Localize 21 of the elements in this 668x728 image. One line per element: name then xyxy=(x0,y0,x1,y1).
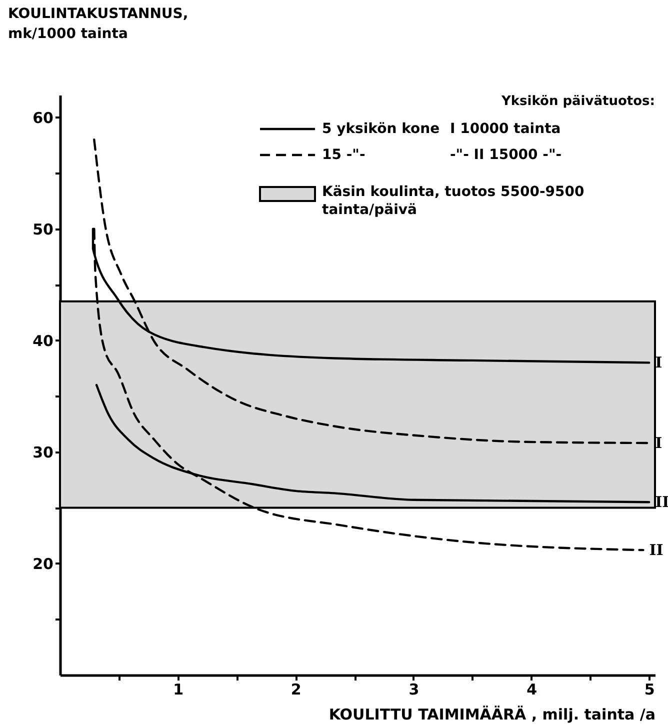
x-tick-label: 1 xyxy=(173,680,184,698)
x-tick-label: 5 xyxy=(644,680,655,698)
y-tick-label: 60 xyxy=(32,108,54,127)
y-tick-label: 30 xyxy=(32,443,54,462)
series-label: I xyxy=(655,354,662,372)
annotation: 5 yksikön kone xyxy=(322,121,440,137)
x-axis-title: KOULITTU TAIMIMÄÄRÄ , milj. tainta /a xyxy=(328,706,656,724)
annotation: 15 -"- xyxy=(322,147,366,163)
x-tick-label: 2 xyxy=(290,680,302,698)
y-axis-title: KOULINTAKUSTANNUS, mk/1000 tainta xyxy=(8,6,188,42)
y-tick-label: 50 xyxy=(32,220,54,238)
legend-title: Yksikön päivätuotos: xyxy=(500,94,655,109)
series-label: II xyxy=(649,541,664,560)
series-label: I xyxy=(655,434,662,452)
legend-label: Käsin koulinta, tuotos 5500-9500 tainta/päivä xyxy=(322,184,584,218)
annotation: I 10000 tainta xyxy=(450,121,561,137)
x-tick-label: 3 xyxy=(408,680,420,698)
y-tick-label: 40 xyxy=(32,332,54,350)
x-tick-label: 4 xyxy=(526,680,538,698)
annotation: -"- II 15000 -"- xyxy=(450,147,562,163)
y-tick-label: 20 xyxy=(32,554,54,573)
